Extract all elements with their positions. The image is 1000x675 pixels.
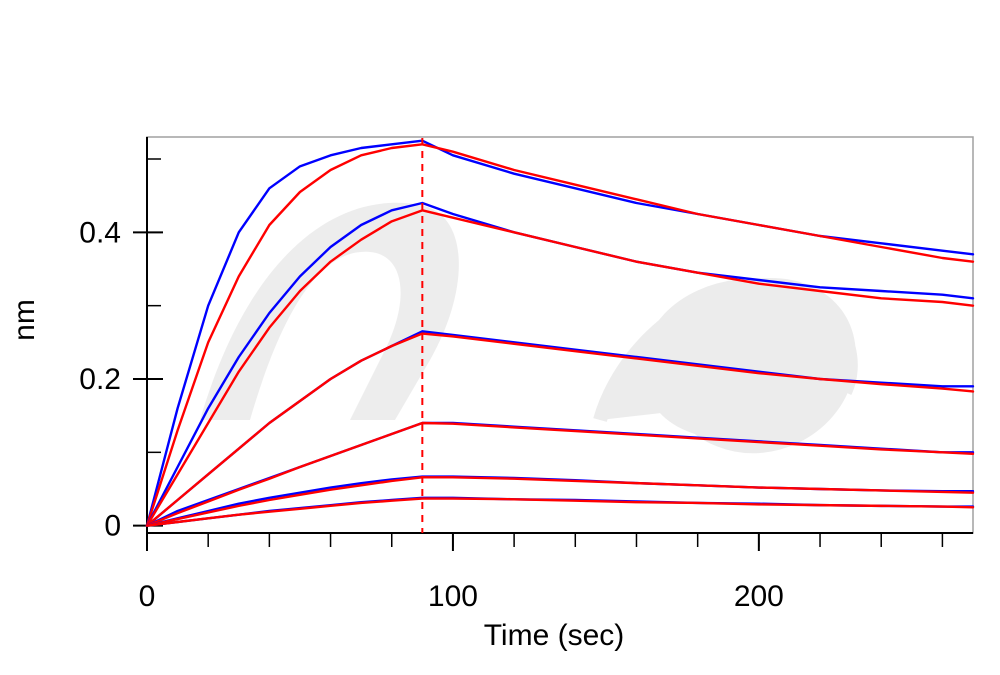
watermark-logo-shape	[200, 202, 459, 420]
fitted-curve-3	[145, 332, 975, 527]
x-axis-title: Time (sec)	[484, 619, 625, 652]
x-tick-label: 100	[428, 580, 478, 613]
watermark-ring-shape	[593, 277, 858, 454]
y-axis-title: nm	[8, 299, 41, 341]
y-tick-label: 0.4	[79, 216, 121, 249]
measured-curve-2	[145, 201, 975, 527]
series-layer	[145, 139, 975, 527]
fitted-curve-2	[145, 209, 975, 527]
fitted-curve-4	[145, 421, 975, 527]
fitted-curve-5	[145, 476, 975, 527]
y-tick-label: 0.2	[79, 363, 121, 396]
label-layer: 0 100 200 0 0.2 0.4 Time (sec) nm	[8, 216, 784, 652]
fitted-curve-6	[145, 497, 975, 527]
fitted-curve-1	[145, 143, 975, 527]
plot-frame-layer	[146, 136, 974, 534]
watermark-layer	[200, 202, 858, 454]
y-tick-label: 0	[104, 510, 121, 543]
x-tick-label: 200	[734, 580, 784, 613]
x-tick-label: 0	[139, 580, 156, 613]
